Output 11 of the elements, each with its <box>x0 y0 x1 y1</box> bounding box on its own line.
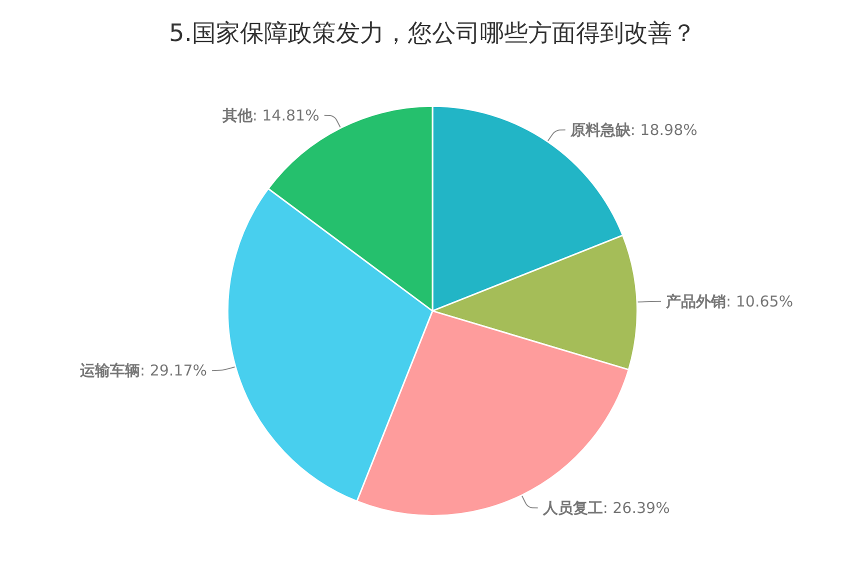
data-label: : 18.98% <box>630 120 698 139</box>
slice-label: 人员复工 <box>542 498 603 517</box>
chart-title: 5.国家保障政策发力，您公司哪些方面得到改善？ <box>169 19 696 47</box>
data-label: : 29.17% <box>140 362 208 380</box>
slice-label: 其他 <box>221 106 254 124</box>
slice-label: 产品外销 <box>665 292 726 310</box>
slice-label: 原料急缺 <box>569 120 632 139</box>
data-label: : 26.39% <box>602 498 670 517</box>
slice-label: 运输车辆 <box>79 362 140 380</box>
data-label: : 14.81% <box>252 106 320 124</box>
data-label: : 10.65% <box>726 292 794 310</box>
